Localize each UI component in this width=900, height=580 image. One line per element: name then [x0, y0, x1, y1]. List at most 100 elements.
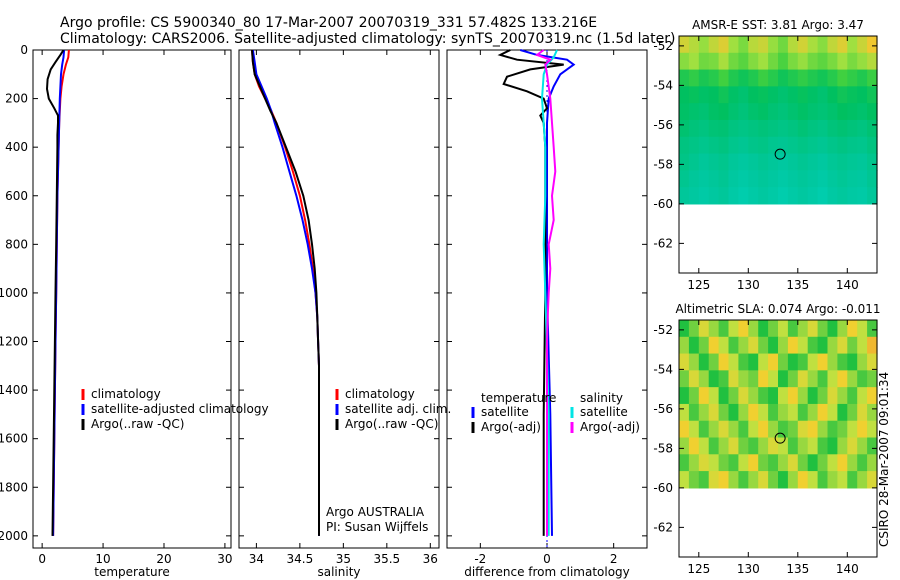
annotation-text: PI: Susan Wijffels	[326, 520, 428, 534]
heatmap-cell	[867, 119, 878, 138]
heatmap-cell	[718, 136, 730, 155]
heatmap-cell	[708, 336, 720, 355]
heatmap-cell	[679, 336, 690, 355]
heatmap-cell	[867, 36, 878, 54]
heatmap-cell	[837, 353, 848, 371]
y-tick-label: -54	[653, 362, 673, 376]
annotation-text: Argo AUSTRALIA	[326, 505, 425, 519]
heatmap-cell	[738, 103, 749, 121]
heatmap-cell	[738, 69, 749, 87]
heatmap-cell	[778, 170, 789, 188]
heatmap-cell	[728, 153, 739, 171]
heatmap-cell	[718, 119, 730, 138]
heatmap-cell	[698, 153, 710, 171]
heatmap-cell	[817, 153, 829, 171]
heatmap-cell	[738, 153, 749, 171]
heatmap-cell	[698, 52, 710, 71]
heatmap-cell	[817, 471, 829, 489]
heatmap-cell	[778, 119, 789, 138]
sst-map-panel: AMSR-E SST: 3.81 Argo: 3.47 125 130 135 140 -…	[653, 18, 878, 292]
heatmap-cell	[827, 320, 838, 338]
heatmap-cell	[748, 136, 759, 155]
y-tick-label: 1800	[0, 480, 28, 494]
heatmap-cell	[797, 103, 809, 121]
heatmap-cell	[787, 170, 799, 188]
heatmap-cell	[787, 52, 799, 71]
x-axis-label: salinity	[317, 565, 360, 579]
plot-frame	[32, 49, 232, 549]
heatmap-cell	[698, 353, 710, 371]
x-tick-label: 0	[543, 552, 551, 566]
heatmap-cell	[748, 52, 759, 71]
heatmap-cell	[698, 387, 710, 405]
heatmap-cell	[778, 353, 789, 371]
side-timestamp-label: CSIRO 28-Mar-2007 09:01:34	[877, 372, 891, 547]
heatmap-cell	[738, 420, 749, 439]
heatmap-cell	[728, 471, 739, 489]
heatmap-cell	[827, 370, 838, 388]
heatmap-cell	[758, 336, 769, 355]
heatmap-cell	[807, 420, 819, 439]
heatmap-cell	[807, 437, 819, 455]
heatmap-cell	[857, 420, 868, 439]
heatmap-cell	[847, 437, 858, 455]
heatmap-cell	[847, 370, 858, 388]
heatmap-cell	[827, 119, 838, 138]
heatmap-cell	[797, 403, 809, 422]
heatmap-cell	[787, 136, 799, 155]
series-line-climatology	[251, 49, 320, 536]
x-tick-label: 130	[737, 278, 760, 292]
heatmap-cell	[797, 69, 809, 87]
heatmap-cell	[797, 187, 809, 205]
heatmap-cell	[738, 454, 749, 472]
series-line-argo-raw-qc-	[45, 49, 65, 536]
heatmap-cell	[738, 187, 749, 205]
header-line-2: Climatology: CARS2006. Satellite-adjuste…	[60, 31, 675, 47]
y-tick-label: 1600	[0, 432, 28, 446]
heatmap-cell	[728, 370, 739, 388]
heatmap-cell	[787, 471, 799, 489]
heatmap-cell	[867, 471, 878, 489]
heatmap-cell	[817, 69, 829, 87]
heatmap-cell	[738, 36, 749, 54]
heatmap-cell	[738, 86, 749, 104]
y-tick-label: 400	[5, 140, 28, 154]
heatmap-cell	[688, 353, 700, 371]
heatmap-cell	[679, 454, 690, 472]
heatmap-cell	[768, 370, 779, 388]
heatmap-cell	[847, 387, 858, 405]
heatmap-cell	[738, 336, 749, 355]
y-tick-label: -52	[653, 323, 673, 337]
heatmap-cell	[857, 370, 868, 388]
heatmap-cell	[688, 153, 700, 171]
heatmap-cell	[778, 370, 789, 388]
heatmap-cell	[688, 471, 700, 489]
heatmap-cell	[817, 353, 829, 371]
heatmap-cell	[768, 454, 779, 472]
heatmap-cell	[847, 103, 858, 121]
x-tick-label: 135	[786, 562, 809, 576]
heatmap-cell	[748, 103, 759, 121]
heatmap-cell	[698, 454, 710, 472]
heatmap-cell	[728, 170, 739, 188]
heatmap-cell	[708, 153, 720, 171]
heatmap-cell	[847, 353, 858, 371]
heatmap-cell	[787, 454, 799, 472]
heatmap-cell	[718, 437, 730, 455]
heatmap-cell	[748, 471, 759, 489]
heatmap-cell	[807, 320, 819, 338]
heatmap-cell	[768, 403, 779, 422]
heatmap-cell	[738, 52, 749, 71]
heatmap-cell	[807, 170, 819, 188]
heatmap-cell	[857, 454, 868, 472]
heatmap-cell	[688, 52, 700, 71]
heatmap-cell	[817, 136, 829, 155]
heatmap-cell	[748, 437, 759, 455]
heatmap-cell	[857, 170, 868, 188]
legend-label: satellite-adjusted climatology	[91, 402, 269, 416]
heatmap-cell	[867, 153, 878, 171]
heatmap-cell	[807, 153, 819, 171]
heatmap-cell	[837, 403, 848, 422]
heatmap-cell	[787, 86, 799, 104]
